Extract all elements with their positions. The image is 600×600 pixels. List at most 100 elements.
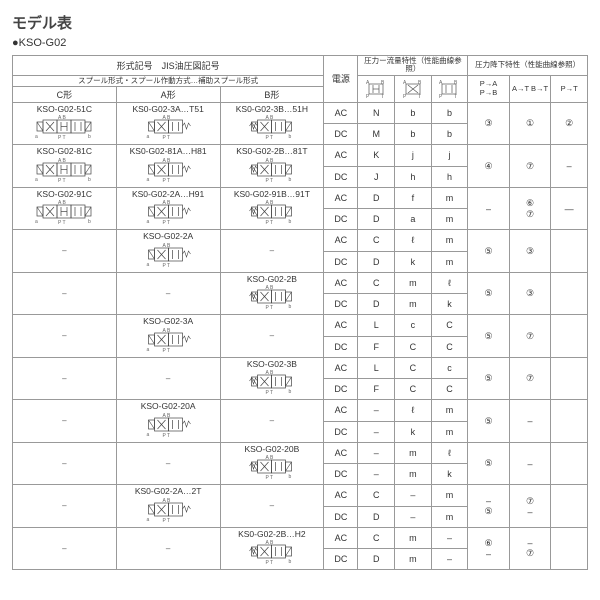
pf-cell: D (358, 294, 395, 315)
svg-text:T: T (381, 94, 384, 99)
pd-cell: ⑦ (509, 315, 551, 358)
hdr-press-flow: 圧力ー流量特性（性能曲線参照） (358, 56, 468, 76)
pd-cell: — (551, 187, 588, 230)
pf-cell: C (431, 336, 468, 357)
pf-cell: K (358, 145, 395, 166)
hdr-power: 電源 (324, 56, 358, 103)
svg-text:P T: P T (266, 135, 274, 140)
pf-cell: – (395, 485, 432, 506)
hdr-sym-1: ABPT (358, 75, 395, 102)
svg-text:a: a (146, 432, 149, 438)
pf-cell: F (358, 379, 395, 400)
pf-cell: D (358, 549, 395, 570)
svg-text:P T: P T (162, 220, 170, 225)
pf-cell: k (431, 464, 468, 485)
model-empty: – (220, 400, 324, 443)
pf-cell: ℓ (431, 442, 468, 463)
svg-text:b: b (88, 219, 91, 225)
model-cell: KS0-G02-81A…H81 A BaP T (116, 145, 220, 188)
pd-cell: ⑤ (468, 442, 510, 485)
pd-cell: ④ (468, 145, 510, 188)
model-empty: – (116, 272, 220, 315)
hdr-c-form: C形 (13, 86, 117, 102)
pwr-cell: DC (324, 294, 358, 315)
pd-cell (551, 485, 588, 528)
pd-cell (551, 315, 588, 358)
svg-text:P T: P T (266, 475, 274, 480)
pd-cell: ⑤ (468, 357, 510, 400)
svg-text:P: P (439, 94, 443, 99)
pf-cell: m (431, 485, 468, 506)
pf-cell: C (395, 336, 432, 357)
pwr-cell: AC (324, 527, 358, 548)
svg-text:P T: P T (58, 135, 66, 140)
pwr-cell: DC (324, 421, 358, 442)
model-empty: – (220, 315, 324, 358)
svg-text:P T: P T (162, 178, 170, 183)
svg-text:A: A (403, 80, 407, 86)
pwr-cell: AC (324, 442, 358, 463)
svg-text:a: a (35, 177, 38, 183)
svg-text:P T: P T (266, 305, 274, 310)
model-empty: – (116, 357, 220, 400)
svg-text:P T: P T (162, 433, 170, 438)
svg-text:P T: P T (58, 220, 66, 225)
model-cell: KSO-G02-20B A BbP T (220, 442, 324, 485)
svg-text:a: a (146, 262, 149, 268)
model-cell: KSO-G02-3A A BaP T (116, 315, 220, 358)
pwr-cell: AC (324, 102, 358, 123)
pf-cell: c (431, 357, 468, 378)
pf-cell: m (395, 549, 432, 570)
pwr-cell: AC (324, 485, 358, 506)
pf-cell: D (358, 209, 395, 230)
pf-cell: C (358, 485, 395, 506)
svg-text:P T: P T (162, 518, 170, 523)
pf-cell: C (431, 315, 468, 336)
pd-cell (551, 527, 588, 570)
model-empty: – (13, 315, 117, 358)
pd-cell: ⑦– (509, 485, 551, 528)
svg-text:P T: P T (162, 348, 170, 353)
pwr-cell: DC (324, 506, 358, 527)
pf-cell: – (358, 421, 395, 442)
svg-text:a: a (146, 517, 149, 523)
pf-cell: L (358, 357, 395, 378)
pf-cell: k (431, 294, 468, 315)
pd-cell (551, 230, 588, 273)
pwr-cell: DC (324, 124, 358, 145)
pd-cell (551, 357, 588, 400)
model-empty: – (13, 442, 117, 485)
pf-cell: a (395, 209, 432, 230)
pf-cell: M (358, 124, 395, 145)
svg-text:b: b (289, 177, 292, 183)
pd-cell: ⑤ (468, 230, 510, 273)
pwr-cell: DC (324, 166, 358, 187)
svg-text:a: a (146, 177, 149, 183)
pd-cell: ⑦ (509, 357, 551, 400)
model-cell: KSO-G02-20A A BaP T (116, 400, 220, 443)
pf-cell: – (431, 549, 468, 570)
svg-text:P T: P T (162, 135, 170, 140)
pf-cell: m (431, 251, 468, 272)
svg-text:b: b (289, 474, 292, 480)
pf-cell: m (431, 506, 468, 527)
pf-cell: b (395, 102, 432, 123)
svg-text:b: b (88, 177, 91, 183)
model-cell: KSO-G02-2B A BbP T (220, 272, 324, 315)
svg-text:a: a (35, 134, 38, 140)
model-cell: KS0-G02-2B…H2 A BbP T (220, 527, 324, 570)
pf-cell: C (358, 272, 395, 293)
model-cell: KS0-G02-2A…2T A BaP T (116, 485, 220, 528)
model-cell: KS0-G02-3A…T51 A BaP T (116, 102, 220, 145)
hdr-model-group: 形式記号 JIS油圧図記号 (13, 56, 324, 76)
pf-cell: h (395, 166, 432, 187)
pd-cell: ① (509, 102, 551, 145)
pwr-cell: DC (324, 209, 358, 230)
model-empty: – (13, 357, 117, 400)
pwr-cell: AC (324, 400, 358, 421)
pd-cell: – (509, 442, 551, 485)
pf-cell: – (358, 442, 395, 463)
hdr-sym-2: ABPT (395, 75, 432, 102)
pd-cell: –⑦ (509, 527, 551, 570)
pf-cell: k (395, 251, 432, 272)
